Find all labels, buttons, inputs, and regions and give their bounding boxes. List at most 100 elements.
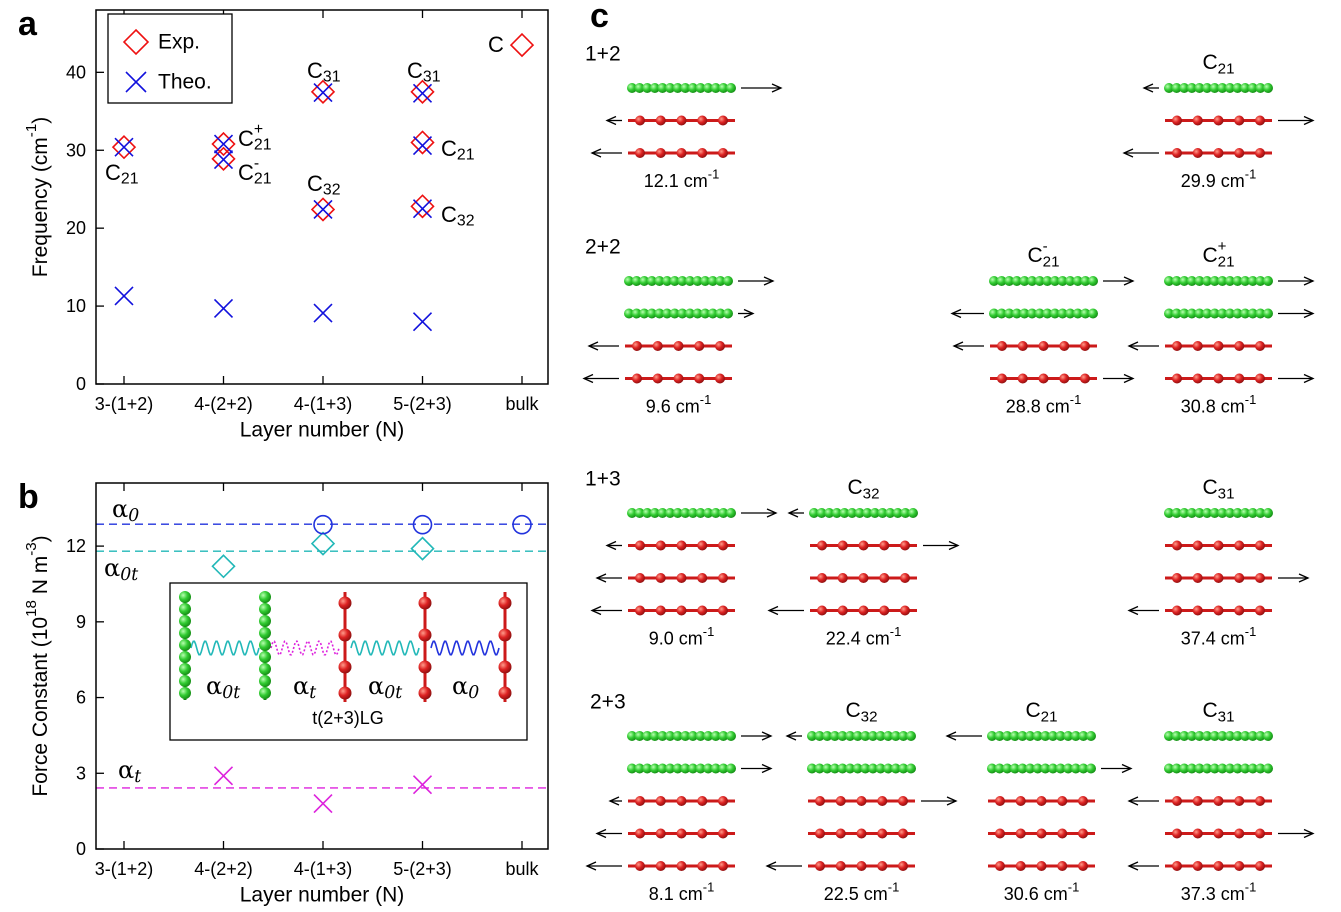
text-part: 37.4 cm <box>1181 629 1245 649</box>
carbon-atom <box>179 591 191 603</box>
carbon-atom <box>1214 861 1224 871</box>
subscript: 31 <box>423 68 441 85</box>
carbon-atom <box>718 573 728 583</box>
carbon-atom <box>697 861 707 871</box>
text-part: C <box>846 699 861 722</box>
x-tick-label: 4-(1+3) <box>294 394 353 414</box>
text-part: α <box>118 756 134 784</box>
x-tick-label: 4-(2+2) <box>194 394 253 414</box>
carbon-atom <box>339 629 352 642</box>
carbon-atom <box>906 731 916 741</box>
text-part: C <box>307 171 323 196</box>
carbon-atom <box>1234 116 1244 126</box>
carbon-atom <box>815 829 825 839</box>
carbon-atom <box>259 675 271 687</box>
carbon-atom <box>718 148 728 158</box>
x-tick-label: 4-(2+2) <box>194 859 253 879</box>
mode-frequency: 9.6 cm-1 <box>646 391 712 416</box>
carbon-atom <box>1016 796 1026 806</box>
carbon-atom <box>1172 341 1182 351</box>
carbon-atom <box>1037 861 1047 871</box>
carbon-atom <box>677 573 687 583</box>
carbon-atom <box>1234 541 1244 551</box>
text-part: ) <box>29 535 52 542</box>
carbon-atom <box>1255 573 1265 583</box>
subscript: 21 <box>254 136 272 153</box>
carbon-atom <box>674 374 684 384</box>
carbon-atom <box>1193 341 1203 351</box>
carbon-atom <box>419 597 432 610</box>
x-tick-label: 5-(2+3) <box>393 394 452 414</box>
y-tick-label: 10 <box>66 296 86 316</box>
carbon-atom <box>900 606 910 616</box>
carbon-atom <box>817 606 827 616</box>
data-point <box>314 84 332 102</box>
carbon-atom <box>1255 341 1265 351</box>
carbon-atom <box>1172 541 1182 551</box>
carbon-atom <box>499 597 512 610</box>
superscript: -1 <box>1070 391 1082 406</box>
carbon-atom <box>1263 731 1273 741</box>
text-part: α <box>368 672 384 700</box>
annotation: C32 <box>441 202 475 230</box>
carbon-atom <box>1255 116 1265 126</box>
text-part: 30.8 cm <box>1181 397 1245 417</box>
carbon-atom <box>1078 796 1088 806</box>
carbon-atom <box>879 606 889 616</box>
text-part: C <box>105 160 121 185</box>
y-tick-label: 0 <box>76 839 86 859</box>
subscript: t <box>134 767 141 787</box>
subscript: 32 <box>457 212 475 229</box>
mode-label: C31 <box>1203 699 1235 725</box>
superscript: + <box>1218 238 1227 255</box>
carbon-atom <box>259 615 271 627</box>
carbon-atom <box>1059 374 1069 384</box>
y-tick-label: 0 <box>76 374 86 394</box>
carbon-atom <box>1255 148 1265 158</box>
carbon-atom <box>900 541 910 551</box>
carbon-atom <box>1088 309 1098 319</box>
carbon-atom <box>339 687 352 700</box>
annotation: C32 <box>307 171 341 199</box>
carbon-atom <box>1214 374 1224 384</box>
mode-frequency: 12.1 cm-1 <box>644 166 720 191</box>
data-point <box>314 795 332 813</box>
carbon-atom <box>995 861 1005 871</box>
superscript: -1 <box>1245 391 1257 406</box>
carbon-atom <box>877 861 887 871</box>
carbon-atom <box>697 796 707 806</box>
carbon-atom <box>635 861 645 871</box>
annotation: C31 <box>407 58 441 86</box>
carbon-atom <box>635 829 645 839</box>
carbon-atom <box>1088 276 1098 286</box>
carbon-atom <box>715 374 725 384</box>
carbon-atom <box>1037 796 1047 806</box>
mode-diagram <box>767 731 956 871</box>
carbon-atom <box>697 606 707 616</box>
carbon-atom <box>817 541 827 551</box>
carbon-atom <box>656 148 666 158</box>
carbon-atom <box>836 796 846 806</box>
text-part: C <box>238 160 254 185</box>
carbon-atom <box>179 615 191 627</box>
subscript: 32 <box>323 181 341 198</box>
carbon-atom <box>1080 341 1090 351</box>
carbon-atom <box>1214 148 1224 158</box>
carbon-atom <box>995 796 1005 806</box>
carbon-atom <box>632 374 642 384</box>
carbon-atom <box>857 829 867 839</box>
group-title: 1+3 <box>585 468 621 491</box>
subscript: 31 <box>323 68 341 85</box>
carbon-atom <box>635 573 645 583</box>
carbon-atom <box>1255 796 1265 806</box>
carbon-atom <box>1214 541 1224 551</box>
mode-diagram <box>592 83 781 158</box>
carbon-atom <box>1214 116 1224 126</box>
subscript: 32 <box>861 708 878 725</box>
carbon-atom <box>836 861 846 871</box>
superscript: -1 <box>708 166 720 181</box>
text-part: α <box>293 672 309 700</box>
subscript: 31 <box>1218 708 1235 725</box>
carbon-atom <box>1016 861 1026 871</box>
panel-label: a <box>18 5 38 43</box>
